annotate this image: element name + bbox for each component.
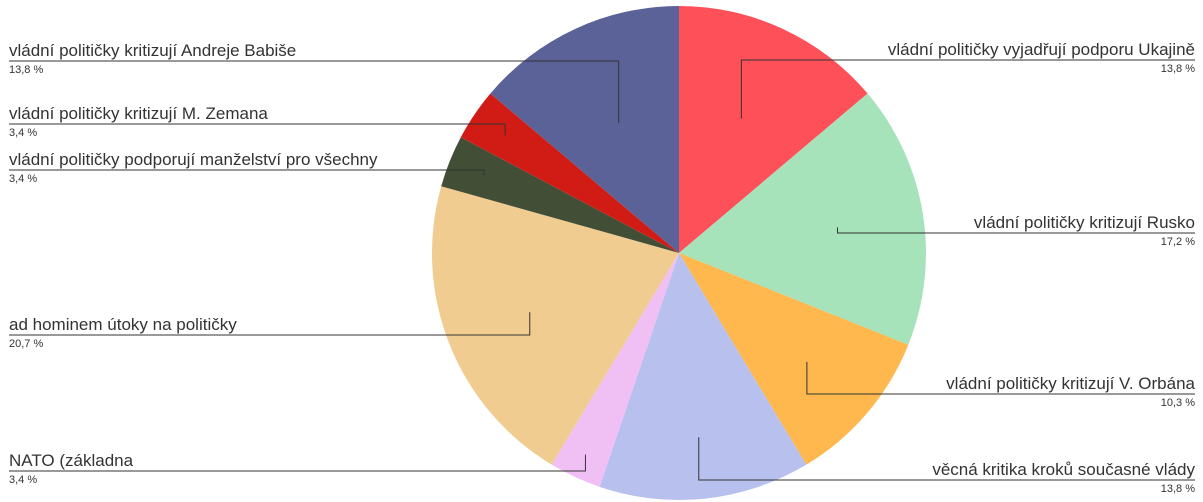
leader-line [836,227,1195,234]
slice-label-group: vládní političky kritizují Rusko 17,2 % [836,213,1195,248]
pie-slice [432,186,679,465]
slice-percent: 3,4 % [9,173,37,185]
leader-line [740,59,1195,119]
slice-label: vládní političky kritizují M. Zemana [9,104,268,123]
slice-percent: 13,8 % [9,64,43,76]
pie-slice [679,6,868,253]
slice-label: vládní političky kritizují V. Orbána [946,374,1195,393]
slice-percent: 10,3 % [1161,397,1195,409]
slice-label-group: vládní političky kritizují V. Orbána 10,3… [806,361,1196,409]
pie-slice [551,253,679,487]
slice-label: ad hominem útoky na političky [9,315,237,334]
slice-label-group: věcná kritika kroků současné vlády 13,8 % [698,437,1195,495]
pie-slice [441,137,679,253]
leader-line [9,454,586,472]
leader-line [806,361,1195,395]
leader-line [9,123,506,136]
slice-label: vládní političky vyjadřují podporu Ukaji… [888,40,1195,59]
slice-percent: 3,4 % [9,127,37,139]
pie-slice [490,6,679,253]
slice-percent: 20,7 % [9,338,43,350]
slice-label-group: NATO (základna 3,4 % [9,451,586,486]
slice-labels: vládní političky vyjadřují podporu Ukaji… [9,40,1196,495]
leader-line [9,312,531,336]
slice-label: věcná kritika kroků současné vlády [932,460,1195,479]
pie-slices [432,6,926,500]
slice-percent: 13,8 % [1161,483,1195,495]
slice-label: vládní političky kritizují Rusko [974,213,1195,232]
leader-line [9,60,620,124]
slice-label-group: vládní političky vyjadřují podporu Ukaji… [740,40,1195,119]
slice-label: vládní političky podporují manželství pr… [9,150,378,169]
slice-percent: 13,8 % [1161,63,1195,75]
slice-label-group: ad hominem útoky na političky 20,7 % [9,312,531,350]
pie-slice [460,93,679,253]
slice-label: vládní političky kritizují Andreje Babiš… [9,41,296,60]
leader-line [9,169,485,175]
slice-label-group: vládní političky kritizují Andreje Babiš… [9,41,620,124]
slice-label: NATO (základna [9,451,134,470]
pie-slice [679,253,909,465]
slice-label-group: vládní političky podporují manželství pr… [9,150,485,185]
slice-percent: 3,4 % [9,474,37,486]
slice-label-group: vládní političky kritizují M. Zemana 3,4 … [9,104,506,139]
pie-slice [679,93,926,345]
pie-slice [599,253,807,500]
leader-line [698,437,1195,481]
slice-percent: 17,2 % [1161,236,1195,248]
